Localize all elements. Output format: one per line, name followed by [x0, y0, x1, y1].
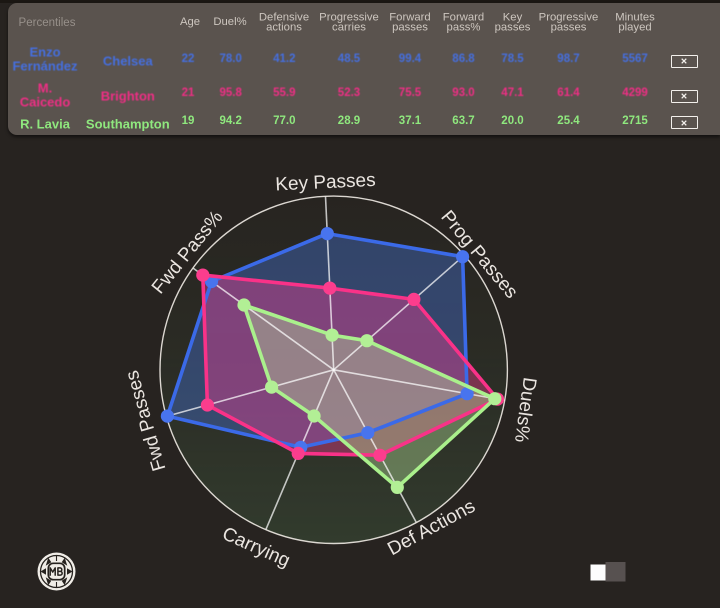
svg-text:Key Passes: Key Passes: [275, 170, 376, 196]
svg-text:Duels%: Duels%: [510, 376, 540, 444]
